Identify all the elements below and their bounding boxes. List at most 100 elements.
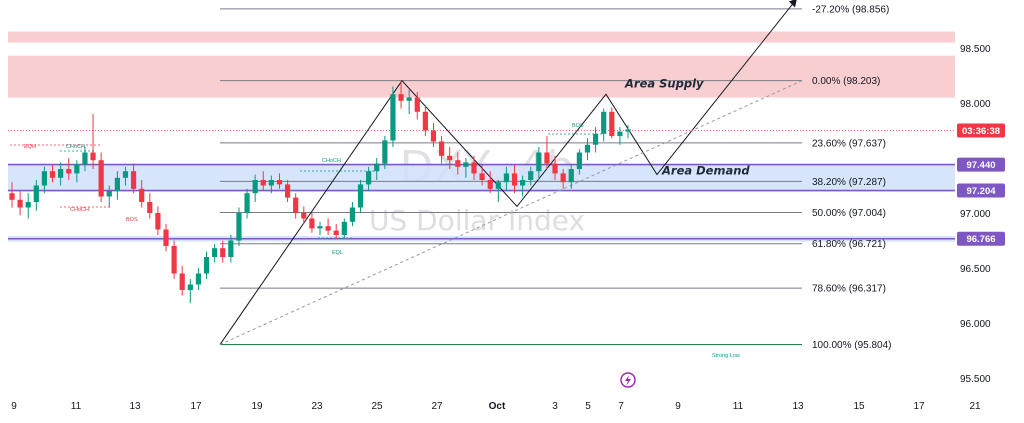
x-tick-label: 11 [71,401,82,412]
candle-body [382,140,388,164]
dashed-trendline [219,80,803,346]
candle-body [252,180,258,194]
candle-body [139,188,145,202]
candle-body [390,94,396,141]
area-supply-label: Area Supply [624,77,704,91]
smc-label-6: BOS [572,123,584,129]
candle-body [33,185,39,202]
candle-body [536,152,542,172]
candle-body [301,213,307,219]
candle-body [609,111,615,136]
smc-label-3: BOS [126,217,138,223]
candle-body [284,184,291,198]
fib-label-0: -27.20% (98.856) [812,4,889,15]
y-tick-label: 96.000 [960,319,991,330]
y-axis[interactable]: 98.500 98.000 97.000 96.500 96.000 95.500 [960,44,991,385]
candle-body [422,111,428,131]
x-tick-label: 23 [311,401,323,412]
candle-body [98,160,104,197]
candle-body [487,180,493,189]
y-tick-label: 96.500 [960,264,991,275]
zigzag-projection [219,0,797,345]
fib-label-6: 78.60% (96.317) [812,284,886,295]
candle-body [260,180,266,186]
price-tag-text-1: 97.440 [966,160,995,171]
price-tag-text-3: 96.766 [966,234,995,245]
x-tick-label: 13 [129,401,141,412]
candle-body [187,284,193,290]
candle-body [560,173,566,183]
candle-body [584,144,591,153]
candle-body [171,246,177,274]
x-tick-label: 27 [431,401,443,412]
x-tick-label: 5 [585,401,591,412]
candle-body [203,257,210,274]
candle-body [155,213,161,230]
price-tag-3 [957,231,1005,246]
x-axis[interactable]: 9 11 13 17 19 23 25 27 Oct 3 5 7 9 11 13 15 17 21 [11,401,981,412]
candle-body [374,163,380,172]
price-tags: 03:36:38 97.440 97.204 96.766 [620,123,1005,388]
x-tick-label: 19 [251,401,263,412]
candle-body [503,173,510,183]
candle-body [25,202,31,208]
x-tick-label: Oct [489,401,506,412]
candle-body [74,164,80,174]
x-tick-label: 25 [371,401,383,412]
candle-body [276,180,283,185]
candle-body [438,141,445,156]
candle-body [430,130,437,142]
x-tick-label: 13 [792,401,804,412]
fibonacci-layer: -27.20% (98.856) 0.00% (98.203) 23.60% (97… [220,4,892,351]
candle-body [544,152,550,164]
y-tick-label: 97.000 [960,209,991,220]
price-tag-0 [957,123,1005,138]
candle-body [406,97,412,101]
candle-body [495,182,501,189]
candle-body [17,199,23,208]
candle-body [106,191,112,197]
y-tick-label: 98.500 [960,44,991,55]
candle-body [268,180,274,186]
smc-label-4: CHoCH [322,158,341,164]
candle-body [398,94,404,101]
x-tick-label: 21 [969,401,981,412]
candle-body [66,169,72,174]
candle-body [317,226,323,229]
candle-body [9,193,15,200]
area-demand-label: Area Demand [661,164,750,178]
candle-body [520,180,526,186]
candle-body [179,273,185,290]
candle-body [592,133,599,145]
candle-body [293,197,299,213]
candle-body [576,152,582,169]
candle-body [528,171,534,180]
zone-supply-1 [8,55,955,98]
candle-body [414,97,420,112]
candle-body [220,248,226,257]
watermark-name: US Dollar Index [369,204,585,237]
fib-label-7: 100.00% (95.804) [812,340,892,351]
candle-body [147,202,153,213]
annotations-layer: EQH CHoCH CHoCH BOS CHoCH EQL BOS Strong Low [10,123,740,359]
lightning-glyph [625,375,631,386]
candle-body [511,173,518,186]
candle-body [601,111,607,134]
projection-arrowhead [789,0,797,8]
smc-label-0: EQH [24,144,36,150]
candle-body [244,193,250,213]
candle-body [236,213,242,241]
candle-body [309,218,315,229]
smc-label-2: CHoCH [70,207,89,213]
candle-body [625,129,631,132]
candle-body [58,169,64,178]
x-tick-label: 9 [11,401,17,412]
price-tag-text-0: 03:36:38 [962,126,1000,137]
candle-body [479,173,485,180]
candle-body [349,207,356,222]
candle-body [90,152,96,161]
x-tick-label: 9 [675,401,681,412]
zone-supply-0 [8,31,955,43]
candle-body [122,171,129,178]
